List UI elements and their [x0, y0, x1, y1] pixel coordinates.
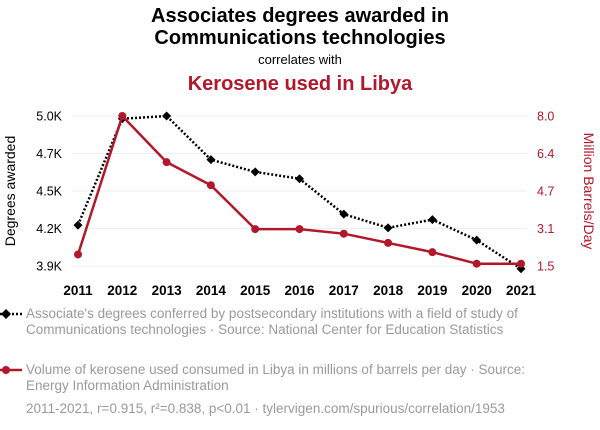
gridlines [72, 115, 527, 267]
chart-title-line1: Associates degrees awarded in [151, 5, 449, 27]
legend-series2: Volume of kerosene used consumed in Liby… [0, 362, 600, 394]
y-left-tick-label: 4.5K [36, 185, 62, 199]
y-right-axis-label: Million Barrels/Day [581, 133, 597, 250]
series-2-point [384, 238, 393, 247]
series-1-point [73, 220, 83, 230]
series-line-2 [76, 114, 521, 265]
series-1-point [427, 215, 437, 225]
series-2-point [162, 158, 171, 167]
x-tick-label: 2011 [63, 283, 93, 298]
series-2-point [472, 259, 481, 268]
legend-series1-text: Associate's degrees conferred by postsec… [26, 306, 518, 337]
series-2-point [295, 225, 304, 234]
chart: Associates degrees awarded in Communicat… [2, 5, 597, 298]
x-tick-labels: 2011 2012 2013 2014 2015 2016 2017 2018 2019 2020… [63, 283, 536, 298]
series-layer [73, 111, 526, 274]
series-2-point [339, 229, 348, 238]
y-right-tick-label: 1.5 [537, 260, 554, 274]
x-tick-label: 2015 [240, 283, 271, 298]
series-1-point [339, 209, 349, 219]
y-left-tick-label: 5.0K [36, 110, 62, 124]
legend-series1: Associate's degrees conferred by postsec… [0, 306, 600, 338]
y-left-tick-labels: 5.0K 4.7K 4.5K 4.2K 3.9K [36, 110, 62, 274]
chart-title-line2: Communications technologies [154, 27, 445, 49]
x-tick-label: 2017 [329, 283, 359, 298]
series-2-point [74, 250, 82, 259]
legend-series2-text: Volume of kerosene used consumed in Liby… [26, 362, 526, 393]
legend-series1-marker [0, 309, 22, 319]
series-1-point [472, 235, 482, 245]
legend-series2-marker [0, 366, 22, 374]
y-right-tick-labels: 8.0 6.4 4.7 3.1 1.5 [537, 110, 554, 274]
y-left-tick-label: 4.7K [36, 147, 62, 161]
y-left-axis-label: Degrees awarded [2, 136, 18, 247]
y-right-tick-label: 8.0 [537, 110, 554, 124]
x-tick-label: 2020 [462, 283, 492, 298]
series-1-point [383, 223, 393, 233]
y-right-tick-label: 6.4 [537, 147, 554, 161]
series-2-point [118, 112, 127, 120]
series-1-point [295, 174, 304, 184]
series-1-point [250, 167, 260, 177]
series-2-point [428, 248, 437, 257]
x-tick-label: 2012 [107, 283, 137, 298]
x-tick-label: 2018 [373, 283, 404, 298]
series-1-point [162, 111, 172, 121]
footer-stats: 2011-2021, r=0.915, r²=0.838, p<0.01 · t… [26, 401, 505, 416]
series-2-point [251, 225, 260, 234]
series-2-point [206, 181, 215, 190]
x-tick-label: 2013 [152, 283, 183, 298]
chart-subtitle: Kerosene used in Libya [188, 73, 413, 95]
x-tick-label: 2021 [506, 283, 537, 298]
x-tick-label: 2016 [284, 283, 315, 298]
series-1-point [206, 155, 216, 165]
x-tick-label: 2014 [196, 283, 227, 298]
correlates-with-label: correlates with [258, 52, 342, 67]
y-left-tick-label: 4.2K [36, 222, 62, 236]
y-left-tick-label: 3.9K [36, 260, 62, 274]
y-right-tick-label: 3.1 [537, 222, 554, 236]
y-right-tick-label: 4.7 [537, 185, 554, 199]
x-tick-label: 2019 [417, 283, 447, 298]
series-2-point [517, 259, 525, 268]
